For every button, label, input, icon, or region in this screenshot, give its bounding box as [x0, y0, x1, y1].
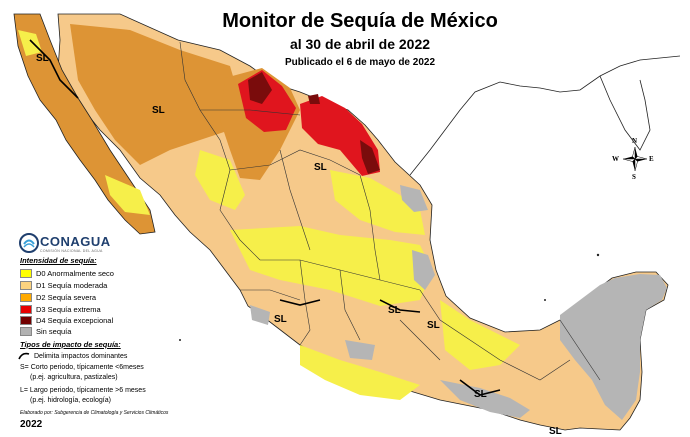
legend-swatch — [20, 280, 32, 290]
conagua-logo-tagline: COMISIÓN NACIONAL DEL AGUA — [40, 249, 103, 253]
credit-text: Elaborado por: Subgerencia de Climatolog… — [20, 410, 169, 416]
legend-item-d4: D4 Sequía excepcional — [20, 315, 113, 325]
impact-lines — [29, 39, 501, 396]
legend-label: Sin sequía — [36, 326, 72, 336]
legend-item-d0: D0 Anormalmente seco — [20, 268, 114, 278]
impact-label: SL — [274, 314, 287, 325]
island — [179, 339, 181, 341]
legend-label: D2 Sequía severa — [36, 292, 97, 302]
legend-impact-title: Tipos de impacto de sequía: — [20, 340, 121, 349]
impact-label: SL — [152, 105, 165, 116]
island — [596, 253, 600, 257]
conagua-logo-text: CONAGUA — [40, 234, 111, 249]
baja-california — [13, 13, 156, 235]
impact-long-label: L= Largo periodo, típicamente >6 meses — [20, 387, 146, 394]
impact-line-label: Delimita impactos dominantes — [34, 353, 128, 360]
d0-gulf — [440, 300, 520, 370]
legend-swatch — [20, 304, 32, 314]
d4-east — [360, 140, 380, 174]
d0-baja-north — [18, 30, 42, 56]
d0-pacific — [300, 345, 420, 400]
d0-bajio — [230, 226, 432, 306]
impact-label: SL — [36, 53, 49, 64]
legend-intensity-title: Intensidad de sequía: — [20, 256, 97, 265]
no-drought-puebla — [345, 340, 375, 360]
legend-label: D3 Sequía extrema — [36, 304, 101, 314]
compass-icon — [622, 146, 648, 172]
d0-central — [195, 150, 245, 210]
legend-swatch — [20, 268, 32, 278]
compass-north-label: N — [632, 137, 638, 145]
d2-northwest — [70, 24, 240, 165]
no-drought-oaxaca — [440, 380, 530, 418]
conagua-logo-icon — [19, 233, 39, 253]
no-drought-veracruz — [412, 250, 435, 290]
published-date: Publicado el 6 de mayo de 2022 — [284, 57, 436, 68]
compass-south-label: S — [632, 173, 636, 181]
impact-long-example: (p.ej. hidrología, ecología) — [30, 397, 111, 404]
legend-item-none: Sin sequía — [20, 326, 71, 336]
legend-item-d1: D1 Sequía moderada — [20, 280, 107, 290]
impact-label: SL — [314, 162, 327, 173]
map-title: Monitor de Sequía de México — [222, 10, 498, 32]
legend-swatch — [20, 326, 32, 336]
d4-north — [248, 72, 272, 104]
impact-label: SL — [388, 305, 401, 316]
map-date: al 30 de abril de 2022 — [289, 36, 431, 52]
legend-swatch — [20, 292, 32, 302]
legend-swatch — [20, 315, 32, 325]
impact-line-icon — [18, 352, 30, 360]
island — [544, 299, 546, 301]
impact-label: SL — [549, 426, 562, 437]
d0-west — [105, 175, 150, 215]
impact-label: SL — [474, 389, 487, 400]
state-boundaries — [179, 41, 601, 381]
legend-label: D1 Sequía moderada — [36, 280, 108, 290]
impact-short-label: S= Corto periodo, típicamente <6meses — [20, 364, 144, 371]
impact-short-example: (p.ej. agricultura, pastizales) — [30, 374, 118, 381]
no-drought-sierra — [400, 185, 428, 212]
d3-coahuila — [300, 96, 380, 176]
d0-northeast — [330, 170, 425, 235]
compass-east-label: E — [649, 155, 654, 163]
legend-item-d2: D2 Sequía severa — [20, 292, 96, 302]
year-label: 2022 — [20, 419, 43, 430]
florida-coast — [599, 75, 651, 151]
legend-label: D4 Sequía excepcional — [36, 315, 114, 325]
us-gulf-coastline — [409, 55, 681, 176]
no-drought-michoacan — [250, 305, 270, 325]
compass-west-label: W — [612, 155, 619, 163]
impact-label: SL — [427, 320, 440, 331]
d4-small — [308, 94, 320, 104]
no-drought-yucatan — [560, 274, 667, 420]
legend-item-d3: D3 Sequía extrema — [20, 304, 101, 314]
legend-label: D0 Anormalmente seco — [36, 268, 114, 278]
